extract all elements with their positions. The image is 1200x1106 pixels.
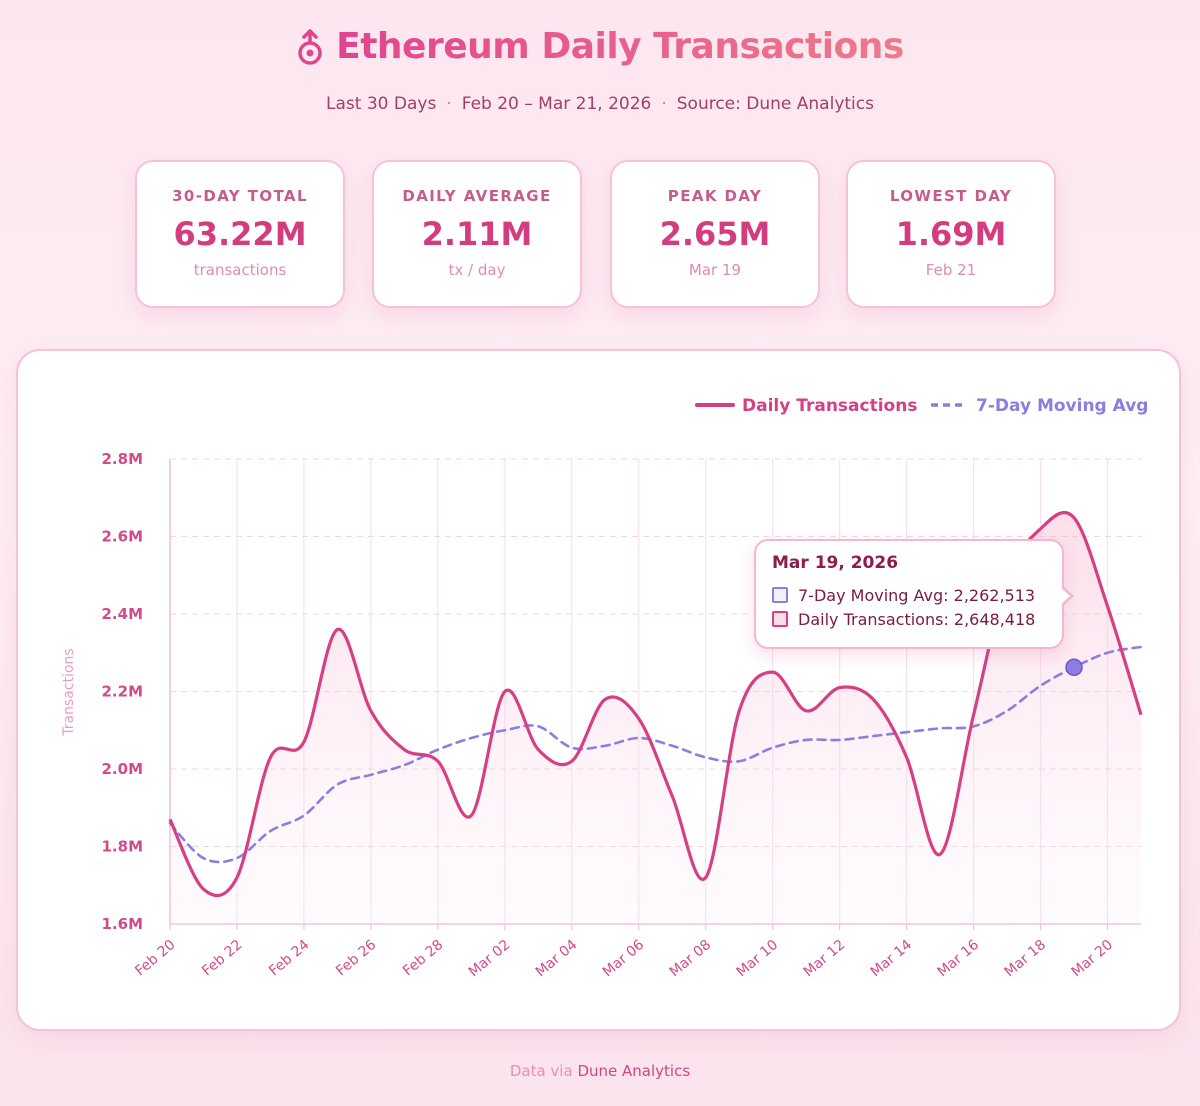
page-title: Ethereum Daily Transactions bbox=[336, 26, 904, 67]
subtitle: Last 30 Days · Feb 20 – Mar 21, 2026 · Sourc… bbox=[326, 94, 874, 114]
stat-label: PEAK DAY bbox=[667, 187, 763, 205]
ethereum-marker-icon bbox=[298, 28, 322, 65]
y-tick-label: 1.6M bbox=[102, 915, 144, 933]
x-tick-label: Feb 26 bbox=[333, 937, 379, 980]
y-tick-label: 2.0M bbox=[102, 760, 144, 778]
x-tick-label: Mar 02 bbox=[466, 937, 514, 981]
x-tick-label: Mar 04 bbox=[533, 937, 581, 981]
x-tick-label: Feb 24 bbox=[266, 937, 312, 980]
chart-tooltip: Mar 19, 2026 7-Day Moving Avg: 2,262,513… bbox=[754, 539, 1074, 649]
x-tick-label: Mar 20 bbox=[1069, 937, 1117, 981]
highlight-avg-point bbox=[1065, 658, 1083, 677]
y-tick-label: 2.4M bbox=[102, 605, 144, 623]
stat-value: 1.69M bbox=[895, 215, 1007, 253]
footer-prefix: Data via bbox=[509, 1062, 573, 1080]
stats-row: 30-DAY TOTAL 63.22M transactions DAILY A… bbox=[135, 160, 1060, 310]
footer-source-link[interactable]: Dune Analytics bbox=[577, 1062, 691, 1080]
stat-value: 2.65M bbox=[659, 215, 771, 253]
daily-swatch bbox=[772, 611, 788, 627]
stat-card-total: 30-DAY TOTAL 63.22M transactions bbox=[135, 160, 345, 308]
stat-value: 2.11M bbox=[421, 215, 533, 253]
stat-card-average: DAILY AVERAGE 2.11M tx / day bbox=[372, 160, 582, 308]
stat-card-lowest: LOWEST DAY 1.69M Feb 21 bbox=[846, 160, 1056, 308]
stat-sub: Feb 21 bbox=[925, 261, 977, 279]
x-tick-label: Feb 22 bbox=[199, 937, 245, 980]
subtitle-range: Feb 20 – Mar 21, 2026 bbox=[461, 94, 652, 114]
series-line-moving-avg bbox=[168, 645, 1143, 864]
x-tick-label: Mar 08 bbox=[667, 937, 715, 981]
y-axis-title: Transactions bbox=[61, 648, 77, 736]
daily-area-fill bbox=[170, 512, 1141, 924]
stat-label: 30-DAY TOTAL bbox=[172, 187, 308, 205]
footer: Data via Dune Analytics bbox=[0, 1062, 1200, 1080]
x-tick-label: Mar 06 bbox=[600, 937, 648, 981]
subtitle-period: Last 30 Days bbox=[326, 94, 437, 114]
chart-title: Ethereum Daily Transactions bbox=[0, 26, 1200, 67]
x-tick-label: Mar 10 bbox=[734, 937, 782, 981]
x-tick-label: Mar 18 bbox=[1002, 937, 1050, 981]
y-tick-label: 1.8M bbox=[102, 838, 144, 856]
y-tick-label: 2.8M bbox=[102, 450, 144, 468]
stat-card-peak: PEAK DAY 2.65M Mar 19 bbox=[610, 160, 820, 308]
legend-daily-label: Daily Transactions bbox=[742, 396, 917, 416]
y-tick-label: 2.6M bbox=[102, 528, 144, 546]
stat-sub: Mar 19 bbox=[688, 261, 742, 279]
x-tick-label: Mar 16 bbox=[935, 937, 983, 981]
stat-value: 63.22M bbox=[173, 215, 307, 253]
x-tick-label: Feb 28 bbox=[400, 937, 446, 980]
stat-sub: tx / day bbox=[448, 261, 506, 279]
stat-sub: transactions bbox=[193, 261, 287, 279]
avg-swatch bbox=[772, 587, 788, 603]
legend-avg-label: 7-Day Moving Avg bbox=[976, 396, 1148, 416]
tooltip-row-avg: 7-Day Moving Avg: 2,262,513 bbox=[772, 583, 1062, 607]
subtitle-source: Source: Dune Analytics bbox=[676, 94, 874, 114]
tooltip-title: Mar 19, 2026 bbox=[772, 553, 899, 573]
stat-label: DAILY AVERAGE bbox=[402, 187, 552, 205]
x-tick-label: Mar 12 bbox=[801, 937, 849, 981]
tooltip-daily-label: Daily Transactions: 2,648,418 bbox=[798, 609, 1036, 629]
y-tick-label: 2.2M bbox=[102, 683, 144, 701]
x-tick-label: Feb 20 bbox=[132, 937, 178, 980]
tooltip-row-daily: Daily Transactions: 2,648,418 bbox=[772, 607, 1062, 631]
x-tick-label: Mar 14 bbox=[868, 937, 916, 981]
tooltip-avg-label: 7-Day Moving Avg: 2,262,513 bbox=[798, 585, 1036, 605]
series-line-daily bbox=[168, 510, 1143, 898]
stat-label: LOWEST DAY bbox=[889, 187, 1013, 205]
